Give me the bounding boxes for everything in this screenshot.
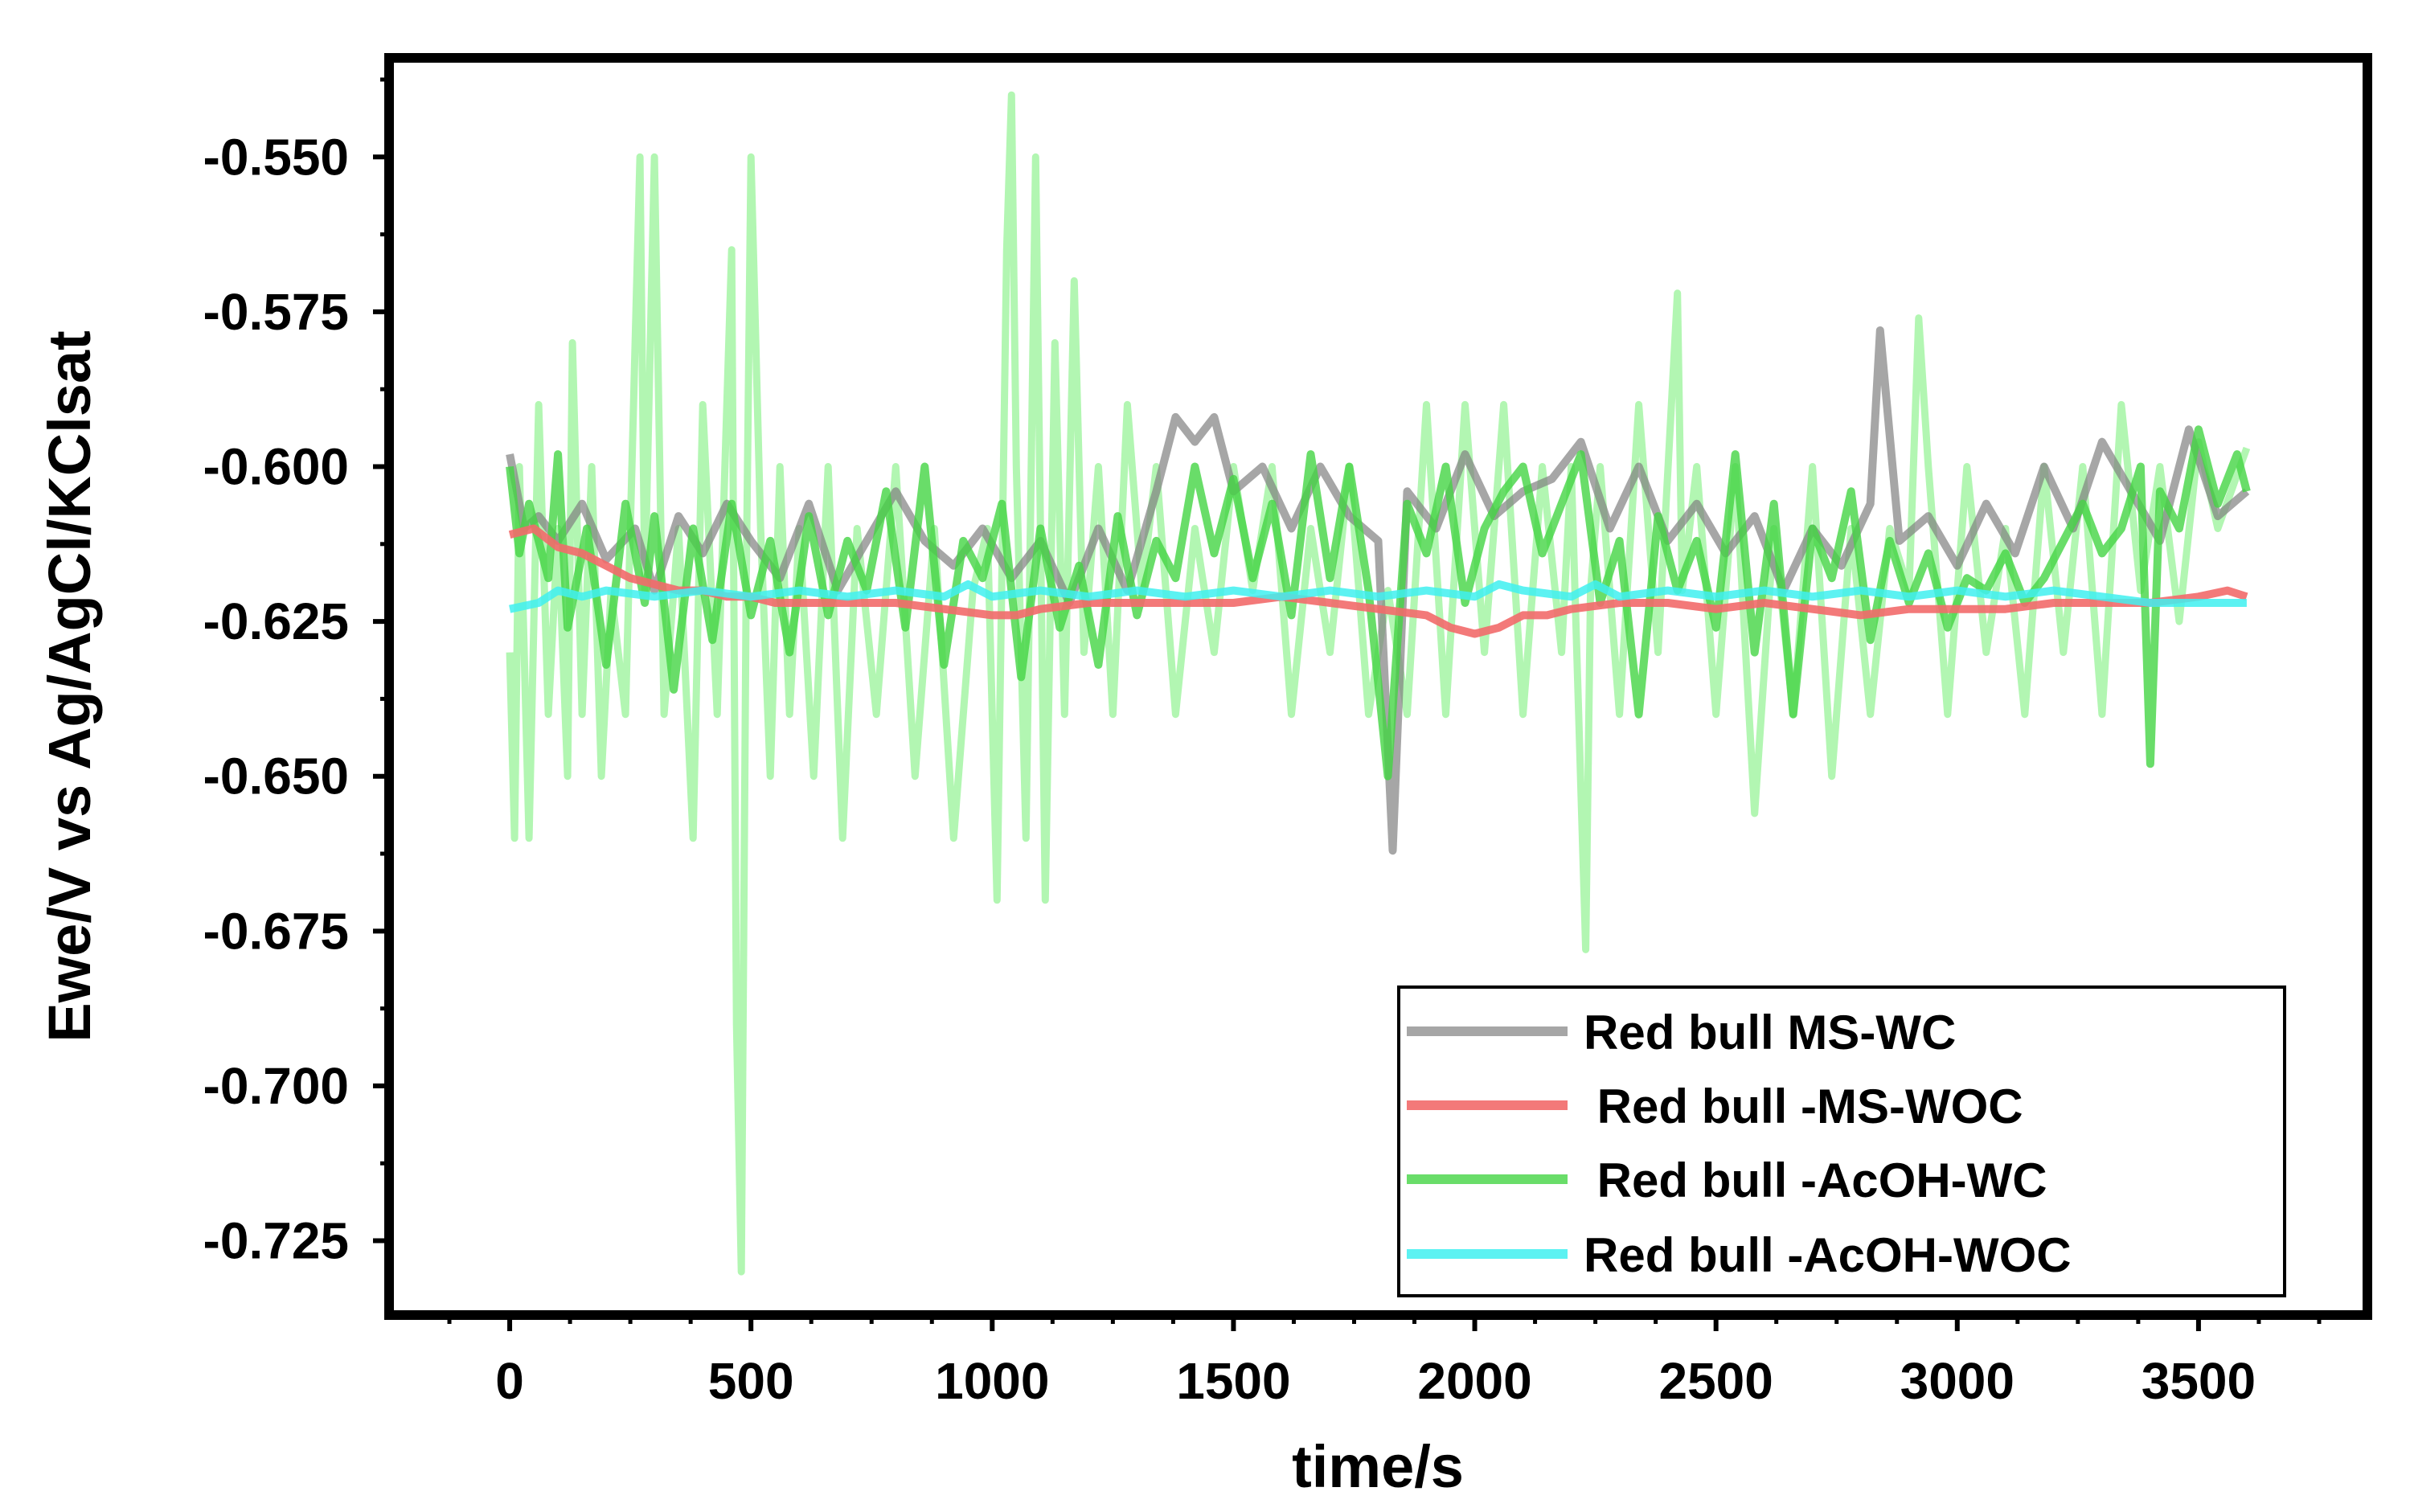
legend-label-4: Red bull -AcOH-WOC: [1584, 1228, 2072, 1282]
x-tick-label-2000: 2000: [1417, 1352, 1531, 1410]
x-axis-title: time/s: [1292, 1433, 1464, 1500]
x-tick-label-2500: 2500: [1658, 1352, 1773, 1410]
x-tick-label-3500: 3500: [2142, 1352, 2256, 1410]
y-tick-label-2: -0.600: [203, 437, 349, 495]
plot-frame: [384, 53, 2372, 1320]
y-tick-label-4: -0.650: [203, 748, 349, 805]
y-axis-title: Ewe/V vs Ag/AgCl/KClsat: [36, 330, 103, 1042]
legend-box: [1397, 985, 2286, 1297]
legend-label-1: Red bull MS-WC: [1584, 1006, 1956, 1059]
legend-label-3: Red bull -AcOH-WC: [1584, 1153, 2047, 1207]
y-tick-label-3: -0.625: [203, 592, 349, 650]
legend: Red bull MS-WC Red bull -MS-WOC Red bull…: [1397, 985, 2286, 1297]
series-layer: [506, 91, 2251, 1276]
x-tick-label-0: 0: [495, 1352, 524, 1410]
y-tick-label-5: -0.675: [203, 902, 349, 960]
legend-label-2: Red bull -MS-WOC: [1584, 1080, 2023, 1133]
x-tick-label-1000: 1000: [935, 1352, 1049, 1410]
x-tick-label-500: 500: [708, 1352, 794, 1410]
y-tick-label-0: -0.550: [203, 128, 349, 186]
series-line-1: [506, 326, 2250, 855]
x-tick-label-3000: 3000: [1900, 1352, 2014, 1410]
y-tick-label-6: -0.700: [203, 1057, 349, 1115]
y-axis: -0.550 -0.575 -0.600 -0.625 -0.650 -0.675 -0.7…: [203, 77, 389, 1270]
series-line-5: [509, 580, 2247, 613]
y-tick-label-1: -0.575: [203, 283, 349, 341]
series-line-3: [506, 425, 2251, 781]
x-axis: 0 500 1000 1500 2000 2500 3000 3500: [447, 1315, 2322, 1410]
y-tick-label-7: -0.725: [203, 1212, 349, 1270]
x-tick-label-1500: 1500: [1176, 1352, 1290, 1410]
